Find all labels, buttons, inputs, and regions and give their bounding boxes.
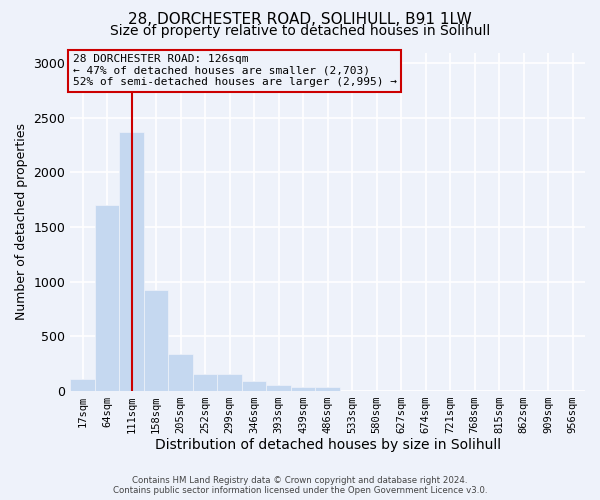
Text: 28, DORCHESTER ROAD, SOLIHULL, B91 1LW: 28, DORCHESTER ROAD, SOLIHULL, B91 1LW: [128, 12, 472, 26]
Text: Size of property relative to detached houses in Solihull: Size of property relative to detached ho…: [110, 24, 490, 38]
X-axis label: Distribution of detached houses by size in Solihull: Distribution of detached houses by size …: [155, 438, 501, 452]
Bar: [70, 378, 95, 390]
Bar: [169, 354, 193, 391]
Bar: [291, 388, 316, 390]
Bar: [242, 382, 266, 390]
Bar: [316, 388, 340, 390]
Bar: [95, 205, 119, 390]
Bar: [144, 290, 169, 390]
Bar: [266, 385, 291, 390]
Bar: [193, 374, 217, 390]
Bar: [217, 374, 242, 390]
Bar: [119, 132, 144, 390]
Text: 28 DORCHESTER ROAD: 126sqm
← 47% of detached houses are smaller (2,703)
52% of s: 28 DORCHESTER ROAD: 126sqm ← 47% of deta…: [73, 54, 397, 88]
Y-axis label: Number of detached properties: Number of detached properties: [15, 123, 28, 320]
Text: Contains HM Land Registry data © Crown copyright and database right 2024.
Contai: Contains HM Land Registry data © Crown c…: [113, 476, 487, 495]
